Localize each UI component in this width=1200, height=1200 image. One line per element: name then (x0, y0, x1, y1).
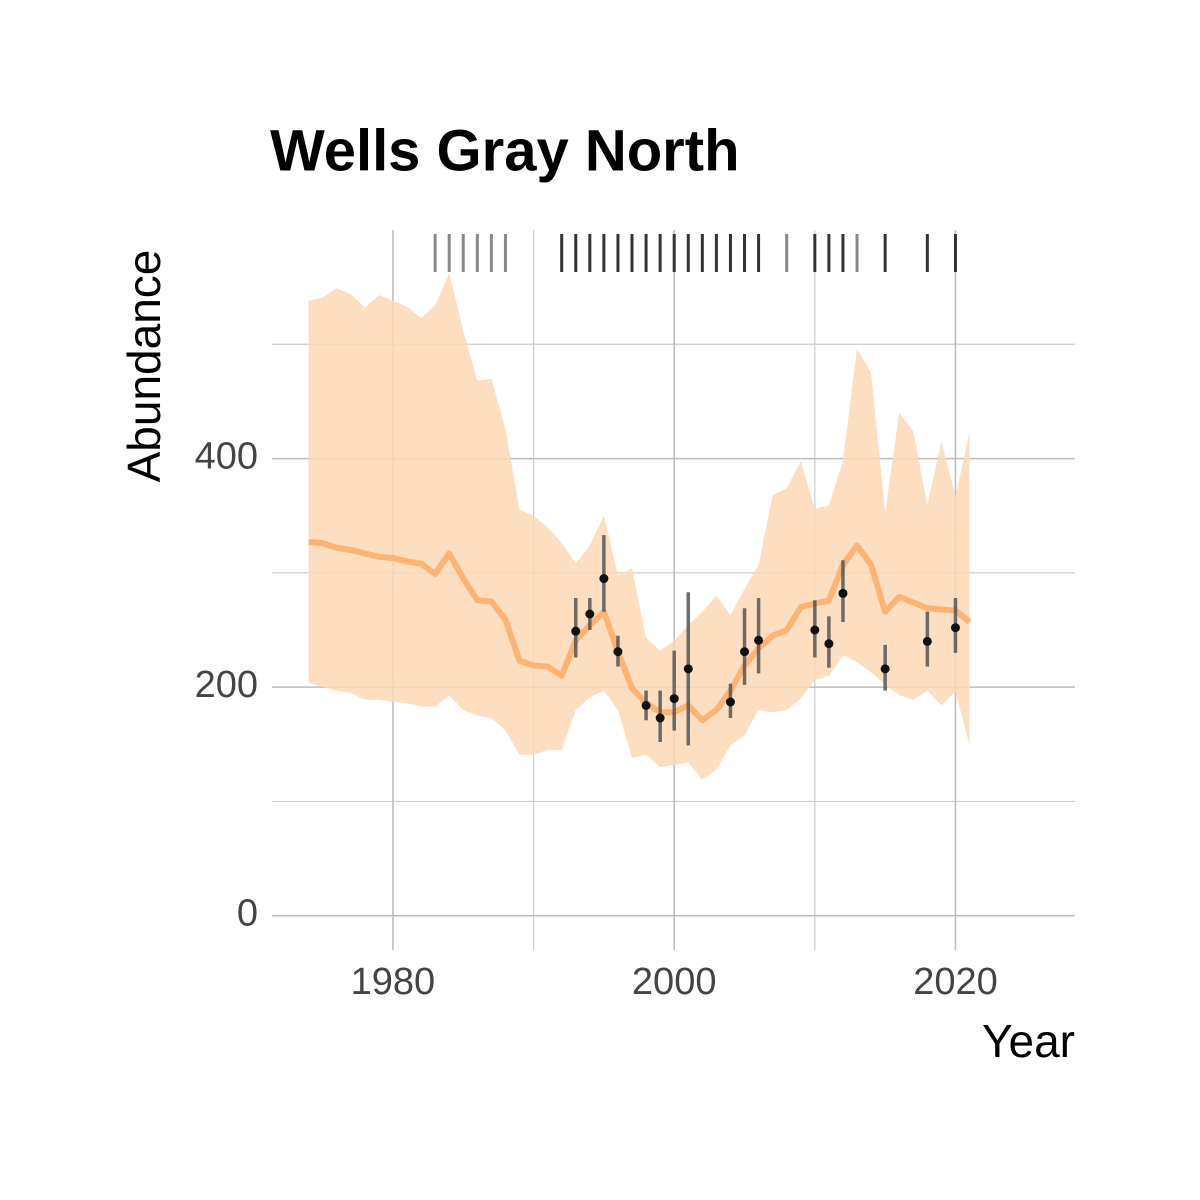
observation-point (824, 639, 834, 649)
observation-point (950, 623, 960, 633)
observation-point (585, 609, 595, 619)
observation-point (641, 700, 651, 710)
observation-point (922, 636, 932, 646)
y-tick-label: 0 (237, 893, 258, 935)
x-tick-label: 1980 (351, 961, 436, 1003)
observation-point (683, 664, 693, 674)
chart-title: Wells Gray North (270, 118, 740, 183)
observation-point (810, 625, 820, 635)
observation-point (725, 697, 735, 707)
observation-point (613, 647, 623, 657)
observation-point (669, 694, 679, 704)
observation-point (740, 647, 750, 657)
y-axis-title: Abundance (118, 250, 170, 483)
observation-point (655, 713, 665, 723)
y-tick-label: 200 (195, 664, 258, 706)
observation-point (838, 588, 848, 598)
observation-point (599, 574, 609, 584)
estimate-line (308, 539, 972, 724)
observation-point (754, 635, 764, 645)
observation-point (571, 626, 581, 636)
x-tick-label: 2020 (913, 961, 998, 1003)
observation-point (880, 664, 890, 674)
y-tick-label: 400 (195, 436, 258, 478)
confidence-band (308, 273, 970, 780)
x-axis-title: Year (982, 1015, 1075, 1067)
x-tick-label: 2000 (632, 961, 717, 1003)
